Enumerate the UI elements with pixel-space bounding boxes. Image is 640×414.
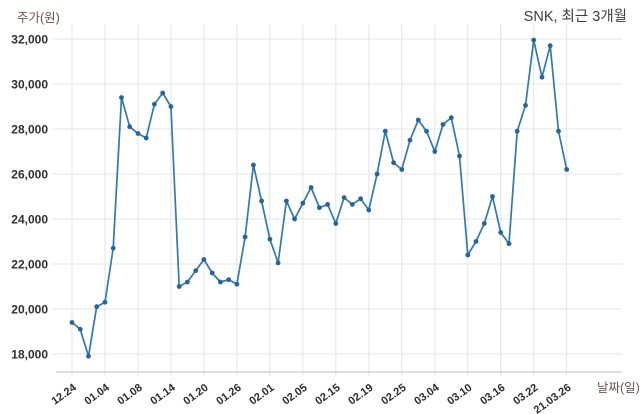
data-point-marker <box>86 353 91 359</box>
data-point-marker <box>193 268 199 274</box>
data-point-marker <box>275 260 281 266</box>
data-point-marker <box>209 270 215 276</box>
y-tick-label: 22,000 <box>11 257 48 271</box>
data-point-marker <box>69 320 75 325</box>
data-point-marker <box>251 162 256 168</box>
x-tick-label: 01.04 <box>82 381 112 407</box>
x-tick-label: 01.26 <box>214 382 243 408</box>
data-point-marker <box>358 196 363 202</box>
y-tick-label: 26,000 <box>11 167 48 181</box>
data-point-marker <box>102 299 108 305</box>
x-tick-label: 21.03.26 <box>532 382 574 414</box>
data-point-marker <box>259 198 264 204</box>
data-point-marker <box>185 279 190 285</box>
data-point-marker <box>333 221 339 226</box>
data-point-marker <box>168 104 174 109</box>
data-point-marker <box>498 230 504 235</box>
data-point-marker <box>110 245 116 251</box>
y-tick-label: 18,000 <box>11 347 48 361</box>
data-point-marker <box>432 149 438 154</box>
y-axis-title: 주가(원) <box>17 11 60 25</box>
x-tick-label: 03.10 <box>445 382 474 408</box>
data-point-marker <box>242 234 248 240</box>
data-point-marker <box>564 167 570 172</box>
data-point-marker <box>349 202 355 207</box>
data-point-marker <box>201 257 207 262</box>
data-point-marker <box>415 117 421 123</box>
data-point-marker <box>94 304 100 310</box>
data-point-marker <box>473 239 479 244</box>
data-point-marker <box>176 284 182 289</box>
data-point-marker <box>143 135 149 141</box>
data-point-marker <box>325 202 330 207</box>
data-point-marker <box>226 277 232 283</box>
data-point-marker <box>391 160 396 166</box>
data-point-marker <box>152 101 157 107</box>
x-axis-title: 날짜(일) <box>597 381 640 395</box>
y-tick-label: 24,000 <box>11 212 48 226</box>
data-point-marker <box>127 124 133 130</box>
data-point-marker <box>531 37 537 43</box>
data-point-marker <box>506 241 512 247</box>
data-point-marker <box>547 43 553 49</box>
data-point-marker <box>399 167 405 172</box>
data-point-marker <box>341 195 347 201</box>
x-tick-label: 12.24 <box>49 381 79 407</box>
data-point-marker <box>523 103 528 108</box>
data-point-marker <box>465 252 471 258</box>
x-tick-label: 01.20 <box>181 382 210 408</box>
data-point-marker <box>448 115 454 121</box>
data-point-marker <box>366 207 372 213</box>
data-point-marker <box>490 194 495 199</box>
data-point-marker <box>135 131 141 136</box>
data-point-marker <box>556 128 561 134</box>
data-point-marker <box>119 95 124 100</box>
data-point-marker <box>292 216 297 222</box>
x-tick-label: 03.04 <box>412 381 442 407</box>
data-point-marker <box>300 200 306 206</box>
data-point-marker <box>317 205 322 211</box>
data-point-marker <box>407 137 413 143</box>
data-point-marker <box>424 128 429 134</box>
x-tick-label: 02.05 <box>280 382 309 408</box>
data-point-marker <box>539 74 545 80</box>
x-tick-label: 03.16 <box>478 382 507 408</box>
data-point-marker <box>481 221 487 226</box>
data-point-marker <box>457 153 462 159</box>
data-point-marker <box>514 128 520 134</box>
data-point-marker <box>77 326 83 332</box>
y-tick-label: 28,000 <box>11 122 48 136</box>
x-tick-label: 02.01 <box>247 382 276 408</box>
data-point-marker <box>160 90 166 96</box>
data-point-marker <box>284 198 289 204</box>
y-tick-label: 30,000 <box>11 77 48 91</box>
chart-title: SNK, 최근 3개월 <box>523 9 627 25</box>
x-tick-label: 02.25 <box>379 382 408 408</box>
data-point-marker <box>218 279 223 285</box>
data-point-marker <box>267 236 273 242</box>
y-tick-label: 32,000 <box>11 32 48 46</box>
data-point-marker <box>440 122 446 127</box>
data-point-marker <box>234 281 240 287</box>
x-tick-label: 02.19 <box>346 382 375 408</box>
data-point-marker <box>374 171 380 177</box>
x-tick-label: 01.14 <box>148 381 178 407</box>
x-tick-label: 01.08 <box>115 382 144 408</box>
x-tick-label: 02.15 <box>313 382 342 408</box>
y-tick-label: 20,000 <box>11 302 48 316</box>
data-point-marker <box>382 128 388 134</box>
data-point-marker <box>308 185 314 190</box>
